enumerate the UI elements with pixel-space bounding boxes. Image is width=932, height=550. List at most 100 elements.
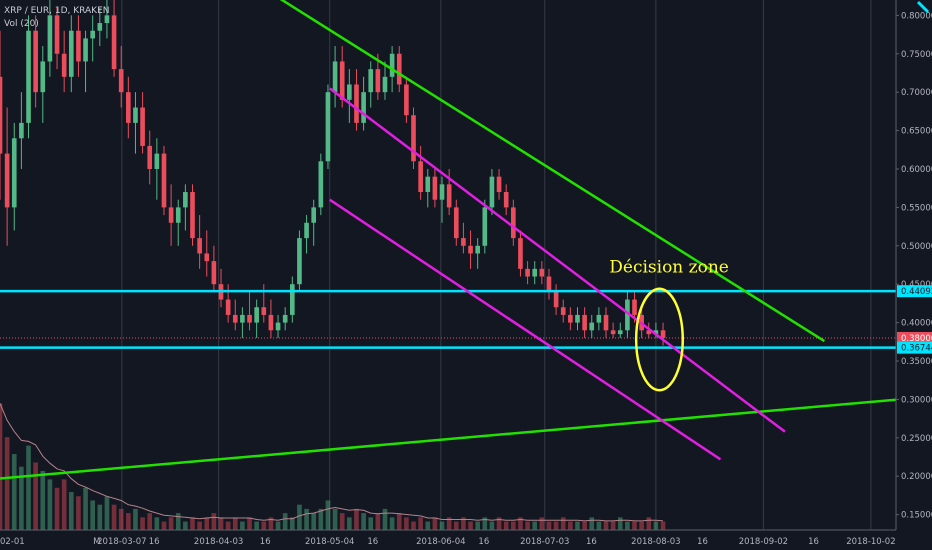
candle-body bbox=[361, 92, 366, 123]
candle-body bbox=[439, 184, 445, 200]
volume-bar bbox=[446, 517, 452, 530]
volume-bar bbox=[147, 513, 153, 530]
volume-bar bbox=[61, 479, 67, 530]
volume-bar bbox=[425, 521, 431, 530]
candle-body bbox=[625, 299, 630, 331]
candle-body bbox=[432, 176, 438, 200]
volume-bar bbox=[254, 521, 259, 530]
candle-body bbox=[475, 245, 480, 254]
volume-bar bbox=[83, 487, 88, 530]
candle-body bbox=[425, 176, 431, 193]
volume-bar bbox=[525, 521, 530, 530]
volume-bar bbox=[19, 466, 24, 530]
x-tick-label: 16 bbox=[149, 537, 160, 547]
volume-bar bbox=[111, 504, 117, 530]
candle-body bbox=[375, 69, 381, 93]
trendline-channel-bottom[interactable] bbox=[329, 198, 722, 461]
volume-bar bbox=[603, 521, 609, 530]
x-tick-label: 2018-03-07 bbox=[97, 537, 146, 547]
volume-bar bbox=[325, 500, 331, 530]
volume-bar bbox=[518, 517, 523, 530]
time-axis bbox=[0, 530, 932, 550]
volume-bar bbox=[68, 492, 74, 530]
volume-bar bbox=[76, 496, 81, 530]
candle-body bbox=[261, 307, 267, 315]
volume-bar bbox=[439, 521, 445, 530]
volume-bar bbox=[610, 521, 616, 530]
volume-bar bbox=[211, 513, 217, 530]
price-tag bbox=[897, 341, 932, 354]
candle-body bbox=[197, 238, 202, 254]
volume-bar bbox=[632, 521, 637, 530]
volume-bar bbox=[482, 517, 488, 530]
candle-body bbox=[332, 61, 338, 93]
candle-body bbox=[232, 314, 238, 323]
price-tag bbox=[897, 285, 932, 298]
candle-body bbox=[104, 15, 110, 24]
volume-bar bbox=[532, 521, 538, 530]
volume-bar bbox=[660, 521, 666, 530]
volume-bar bbox=[90, 500, 96, 530]
candle-body bbox=[617, 330, 623, 335]
volume-bar bbox=[539, 517, 545, 530]
candle-body bbox=[503, 192, 509, 208]
volume-bar bbox=[503, 521, 509, 530]
candle-body bbox=[97, 23, 103, 31]
volume-bar bbox=[183, 521, 188, 530]
x-tick-label: 2018-06-04 bbox=[416, 537, 465, 547]
candle-body bbox=[418, 161, 423, 193]
candle-body bbox=[518, 238, 523, 269]
candle-body bbox=[468, 245, 473, 254]
candle-body bbox=[347, 84, 352, 100]
candle-body bbox=[603, 314, 609, 331]
volume-bar bbox=[204, 517, 210, 530]
volume-bar bbox=[225, 521, 231, 530]
candle-body bbox=[368, 69, 374, 93]
x-tick-label: 2018-08-03 bbox=[631, 537, 680, 547]
price-axis bbox=[896, 0, 932, 550]
volume-bar bbox=[354, 508, 359, 530]
candle-body bbox=[126, 92, 131, 123]
candle-body bbox=[90, 30, 96, 39]
volume-bar bbox=[240, 521, 245, 530]
trendline-channel-top[interactable] bbox=[328, 87, 786, 433]
volume-bar bbox=[461, 517, 466, 530]
decision-zone-ellipse[interactable] bbox=[634, 287, 685, 392]
volume-bar bbox=[368, 517, 374, 530]
candle-body bbox=[175, 207, 181, 223]
price-tag bbox=[897, 331, 932, 344]
candle-body bbox=[282, 314, 288, 323]
candle-body bbox=[83, 38, 88, 62]
volume-bar bbox=[389, 517, 395, 530]
candle-body bbox=[325, 92, 331, 162]
volume-bar bbox=[382, 508, 388, 530]
volume-bar bbox=[318, 508, 324, 530]
candle-body bbox=[26, 30, 31, 123]
trendline-support[interactable] bbox=[0, 398, 900, 480]
candle-body bbox=[147, 145, 153, 169]
chart-title: XRP / EUR, 1D, KRAKEN bbox=[4, 6, 110, 16]
x-tick-label: 16 bbox=[260, 537, 271, 547]
trendline-resistance[interactable] bbox=[276, 0, 825, 343]
volume-bar bbox=[304, 508, 309, 530]
x-tick-label: 2018-02-01 bbox=[0, 537, 25, 547]
volume-bar bbox=[154, 517, 160, 530]
candle-body bbox=[0, 76, 3, 154]
volume-bar bbox=[40, 470, 46, 530]
candle-body bbox=[297, 238, 302, 285]
candle-body bbox=[118, 69, 124, 93]
candle-body bbox=[396, 53, 402, 85]
volume-bar bbox=[0, 403, 3, 530]
volume-bar bbox=[33, 462, 38, 530]
volume-bar bbox=[646, 517, 652, 530]
volume-bar bbox=[197, 521, 202, 530]
volume-bar bbox=[639, 521, 644, 530]
candle-body bbox=[61, 53, 67, 77]
